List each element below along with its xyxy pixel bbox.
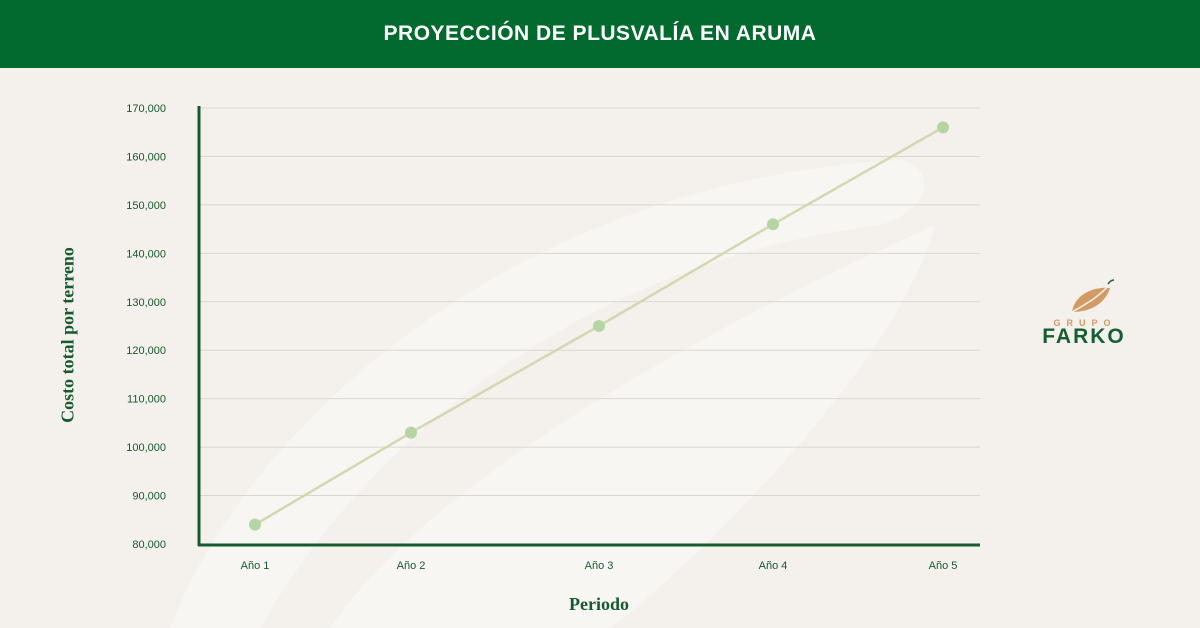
line-chart: 80,000 90,000 100,000 110,000 120,000 130,000… [126,103,980,628]
y-tick-labels: 80,000 90,000 100,000 110,000 120,000 130,000… [126,103,166,551]
axes [197,106,980,547]
grupo-farko-logo: GRUPO FARKO [1034,278,1144,350]
y-tick-label: 150,000 [126,200,166,212]
y-tick-label: 140,000 [126,248,166,260]
x-tick-label: Año 1 [241,560,270,572]
y-tick-label: 110,000 [127,394,166,406]
x-tick-label: Año 5 [929,560,958,572]
y-tick-label: 90,000 [132,491,166,503]
data-point [249,518,261,531]
background-decoration [170,160,935,628]
header-banner: PROYECCIÓN DE PLUSVALÍA EN ARUMA [0,0,1200,68]
data-points [249,121,949,531]
data-point [767,218,779,231]
data-point [593,320,605,332]
logo-subtitle: GRUPO [1053,318,1117,328]
page-title: PROYECCIÓN DE PLUSVALÍA EN ARUMA [383,22,817,45]
y-tick-label: 120,000 [126,345,166,357]
y-tick-label: 160,000 [126,151,166,163]
x-tick-label: Año 2 [397,560,426,572]
y-tick-label: 80,000 [132,539,166,551]
y-tick-label: 130,000 [126,297,166,309]
x-tick-labels: Año 1 Año 2 Año 3 Año 4 Año 5 [241,560,958,572]
leaf-icon [1071,279,1115,313]
data-point [405,426,417,439]
data-point [937,121,949,134]
x-axis-label: Periodo [569,594,629,614]
logo-wordmark: FARKO [1042,325,1126,348]
y-tick-label: 100,000 [126,442,166,454]
x-tick-label: Año 4 [759,560,788,572]
y-tick-label: 170,000 [126,103,166,115]
y-axis-label: Costo total por terreno [57,247,78,423]
grid-lines [199,107,980,497]
x-tick-label: Año 3 [585,560,614,572]
